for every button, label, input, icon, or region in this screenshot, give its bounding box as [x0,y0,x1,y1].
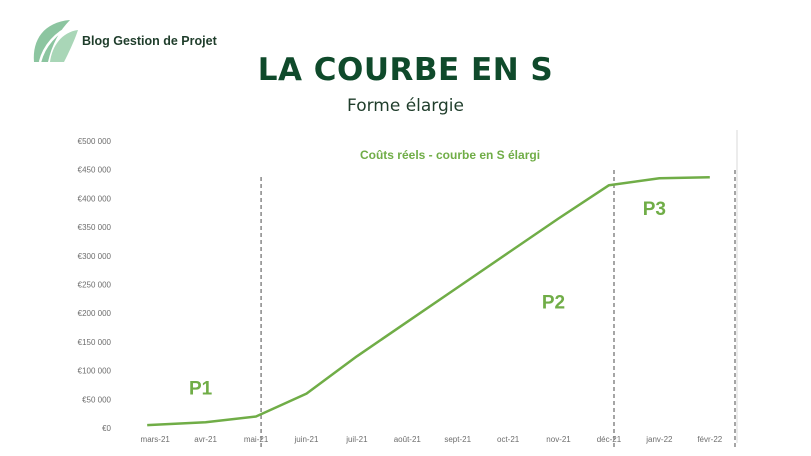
x-tick-label: juin-21 [293,435,319,444]
y-tick-label: €0 [102,424,111,433]
y-tick-label: €50 000 [82,395,111,404]
x-tick-label: oct-21 [497,435,520,444]
x-tick-label: avr-21 [194,435,217,444]
brand-name: Blog Gestion de Projet [82,34,217,48]
y-tick-label: €150 000 [78,338,112,347]
x-tick-label: mars-21 [141,435,171,444]
page-title: LA COURBE EN S [257,52,554,88]
y-tick-label: €300 000 [78,252,112,261]
y-axis: €0 €50 000 €100 000 €150 000 €200 000 €250 00… [78,137,112,433]
x-tick-label: juil-21 [345,435,368,444]
phase-labels: P1 P2 P3 [178,196,677,401]
y-tick-label: €200 000 [78,309,112,318]
brand-logo[interactable]: Blog Gestion de Projet [30,18,260,66]
x-tick-label: nov-21 [546,435,571,444]
chart-title: Coûts réels - courbe en S élargi [360,148,540,162]
phase-label: P1 [189,378,213,399]
x-tick-label: août-21 [394,435,422,444]
leaf-logo-icon [33,20,78,63]
x-axis: mars-21 avr-21 mai-21 juin-21 juil-21 août-21… [141,435,723,444]
x-tick-label: mai-21 [244,435,269,444]
x-tick-label: janv-22 [645,435,673,444]
phase-dividers [260,170,736,450]
y-tick-label: €450 000 [78,166,112,175]
page-subtitle: Forme élargie [347,96,464,116]
series-line-couts-reels [147,175,710,427]
phase-label: P3 [643,199,666,220]
y-tick-label: €100 000 [78,367,112,376]
y-tick-label: €400 000 [78,194,112,203]
s-curve-chart: Coûts réels - courbe en S élargi €0 €50 0… [78,130,738,450]
x-tick-label: déc-21 [597,435,622,444]
x-tick-label: sept-21 [444,435,471,444]
y-tick-label: €250 000 [78,281,112,290]
y-tick-label: €350 000 [78,223,112,232]
phase-label: P2 [542,292,565,313]
y-tick-label: €500 000 [78,137,112,146]
phase-label-background [531,290,576,315]
phase-label-background [178,376,223,401]
x-tick-label: févr-22 [697,435,722,444]
phase-label-background [632,196,677,221]
